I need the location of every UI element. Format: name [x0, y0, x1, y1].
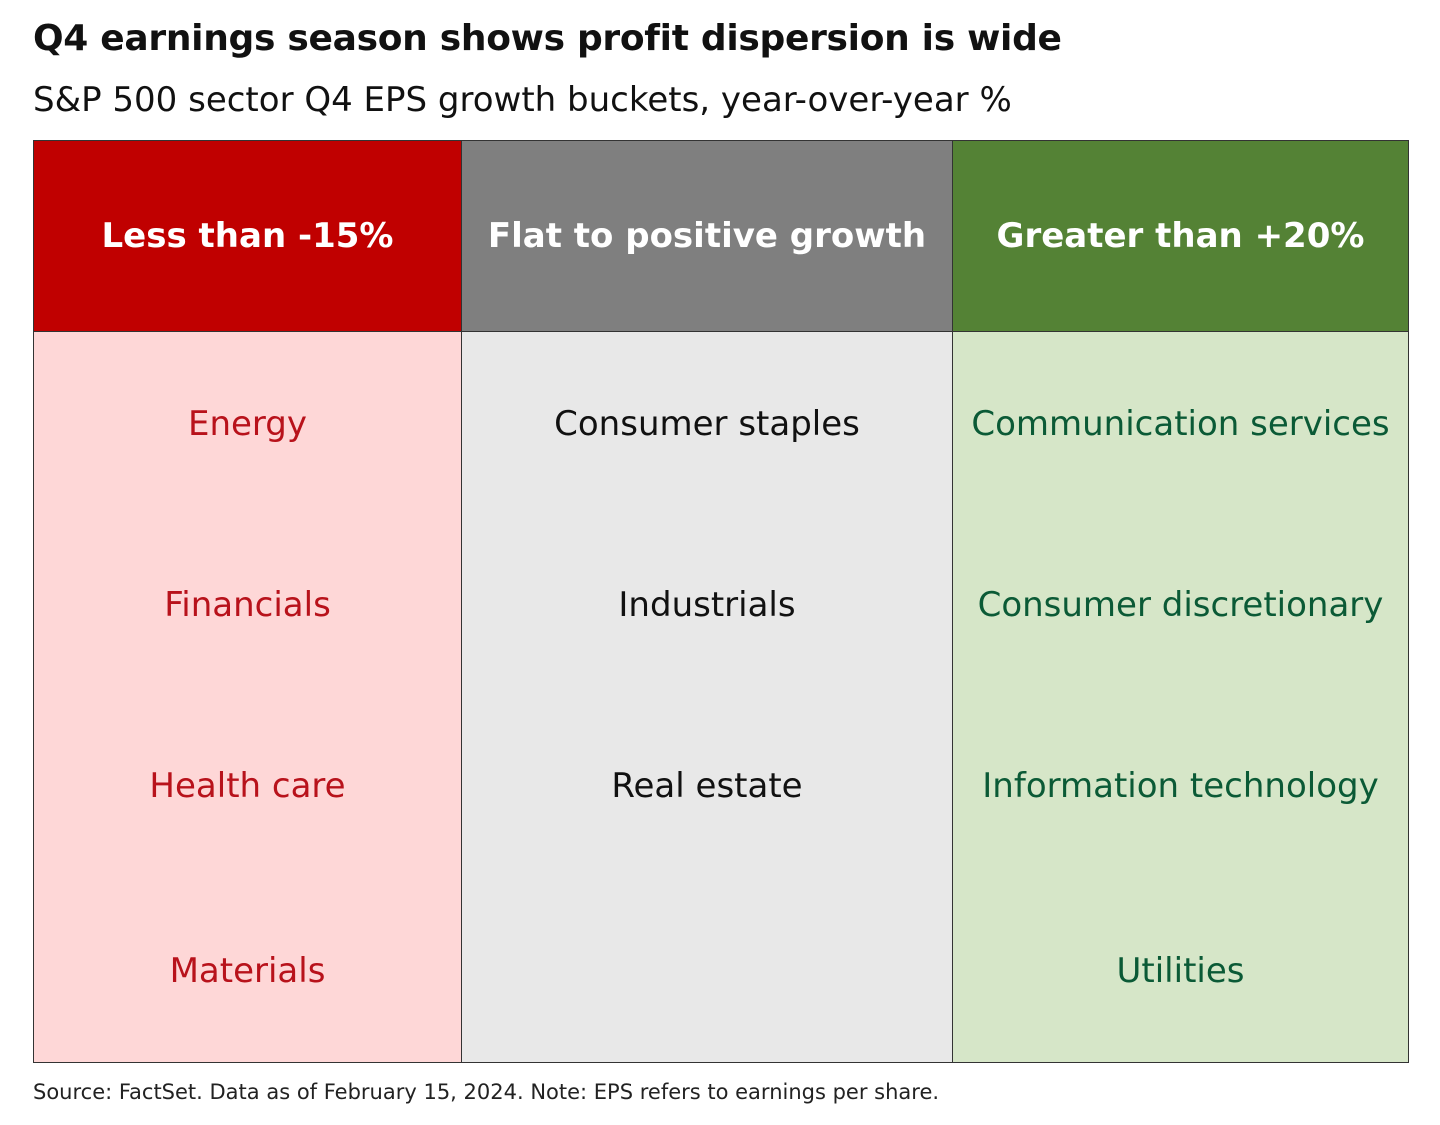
- sector-cell: Industrials: [618, 585, 796, 625]
- bucket-column-greater-than-20: Greater than +20% Communication services…: [952, 141, 1408, 1062]
- sector-cell: Consumer discretionary: [977, 585, 1384, 625]
- sector-cell: Information technology: [982, 766, 1379, 806]
- eps-bucket-table: Less than -15% Energy Financials Health …: [33, 140, 1409, 1063]
- sector-cell: Communication services: [971, 404, 1390, 444]
- bucket-body-greater-than-20: Communication services Consumer discreti…: [953, 332, 1408, 1062]
- bucket-header-greater-than-20: Greater than +20%: [953, 141, 1408, 332]
- chart-title: Q4 earnings season shows profit dispersi…: [33, 18, 1062, 59]
- bucket-header-less-than-15: Less than -15%: [34, 141, 461, 332]
- bucket-column-flat-to-positive: Flat to positive growth Consumer staples…: [461, 141, 952, 1062]
- sector-cell: Financials: [164, 585, 331, 625]
- chart-subtitle: S&P 500 sector Q4 EPS growth buckets, ye…: [33, 80, 1012, 120]
- bucket-header-flat-to-positive: Flat to positive growth: [462, 141, 952, 332]
- bucket-body-less-than-15: Energy Financials Health care Materials: [34, 332, 461, 1062]
- sector-cell: Utilities: [1116, 951, 1245, 991]
- sector-cell: Materials: [169, 951, 326, 991]
- sector-cell: Consumer staples: [554, 404, 860, 444]
- bucket-column-less-than-15: Less than -15% Energy Financials Health …: [34, 141, 461, 1062]
- sector-cell: Health care: [149, 766, 346, 806]
- bucket-body-flat-to-positive: Consumer staples Industrials Real estate: [462, 332, 952, 1062]
- source-note: Source: FactSet. Data as of February 15,…: [33, 1080, 940, 1104]
- sector-cell: Energy: [187, 404, 308, 444]
- sector-cell: Real estate: [611, 766, 803, 806]
